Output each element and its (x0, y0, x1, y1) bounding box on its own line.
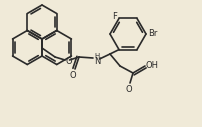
Text: O: O (66, 57, 73, 66)
Text: H: H (94, 53, 99, 59)
Text: O: O (126, 85, 132, 94)
Text: N: N (94, 57, 100, 66)
Text: Br: Br (148, 29, 157, 38)
Text: OH: OH (146, 60, 159, 69)
Text: F: F (112, 12, 117, 21)
Text: O: O (70, 71, 76, 80)
